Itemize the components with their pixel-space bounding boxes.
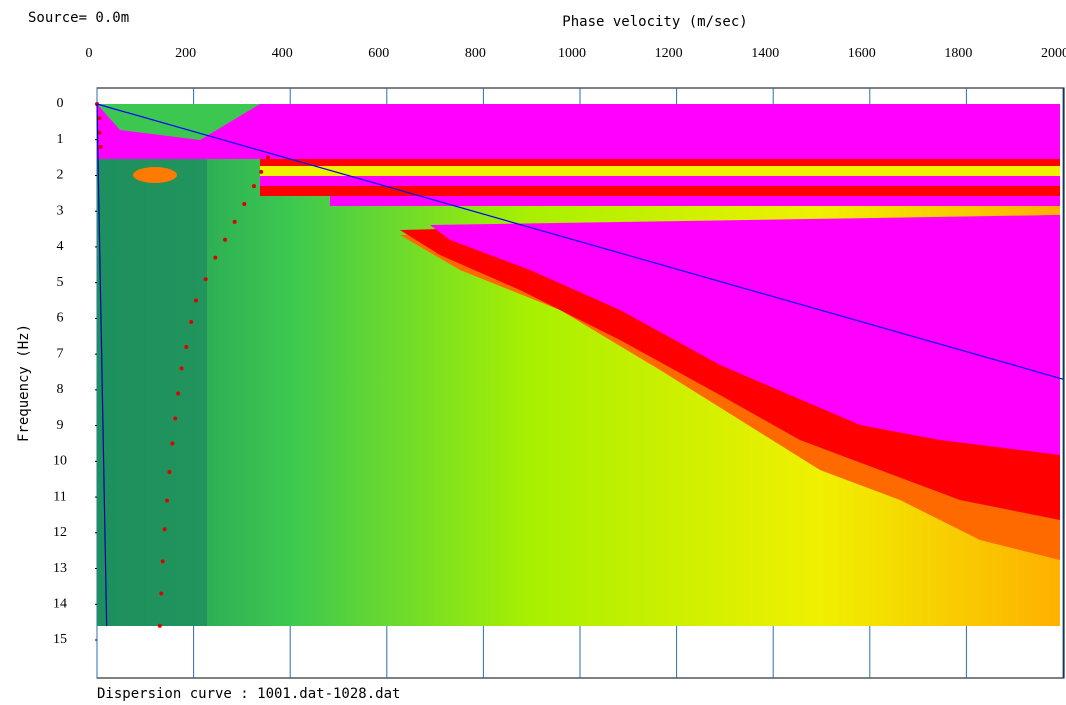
point: [259, 170, 263, 174]
y-tick-label: 15: [53, 632, 67, 647]
y-tick-label: 10: [53, 454, 67, 469]
point: [170, 441, 174, 445]
point: [204, 277, 208, 281]
point: [167, 470, 171, 474]
y-tick-label: 13: [53, 561, 67, 576]
point: [213, 256, 217, 260]
x-tick-label: 0: [86, 46, 93, 61]
y-tick-label: 2: [57, 168, 64, 183]
point: [233, 220, 237, 224]
point: [184, 345, 188, 349]
point: [194, 299, 198, 303]
point: [99, 145, 103, 149]
point: [158, 624, 162, 628]
x-tick-label: 1200: [655, 46, 683, 61]
x-tick-label: 1400: [751, 46, 779, 61]
point: [189, 320, 193, 324]
y-tick-label: 12: [53, 525, 67, 540]
y-tick-label: 8: [57, 382, 64, 397]
x-tick-label: 1800: [944, 46, 972, 61]
y-tick-label: 6: [57, 311, 64, 326]
point: [266, 156, 270, 160]
point: [252, 184, 256, 188]
dispersion-image: [97, 104, 1060, 626]
y-tick-label: 9: [57, 418, 64, 433]
x-tick-label: 1600: [848, 46, 876, 61]
x-axis-title: Phase velocity (m/sec): [562, 14, 747, 30]
point: [159, 592, 163, 596]
point: [165, 499, 169, 503]
y-tick-label: 1: [57, 132, 64, 147]
x-tick-label: 1000: [558, 46, 586, 61]
y-tick-label: 5: [57, 275, 64, 290]
chart-title: Source= 0.0m: [28, 10, 129, 26]
x-tick-label: 2000: [1041, 46, 1066, 61]
x-tick-label: 400: [272, 46, 293, 61]
point: [176, 391, 180, 395]
y-tick-label: 4: [57, 239, 64, 254]
y-tick-label: 0: [57, 96, 64, 111]
point: [223, 238, 227, 242]
x-tick-label: 600: [368, 46, 389, 61]
x-tick-label: 800: [465, 46, 486, 61]
point: [97, 116, 101, 120]
y-tick-label: 11: [53, 489, 66, 504]
chart: Source= 0.0m Phase velocity (m/sec) Freq…: [0, 0, 1066, 705]
point: [173, 416, 177, 420]
y-axis-title: Frequency (Hz): [16, 324, 32, 442]
y-tick-label: 14: [53, 596, 67, 611]
footer: Dispersion curve : 1001.dat-1028.dat: [97, 686, 400, 702]
y-tick-label: 3: [57, 203, 64, 218]
point: [180, 366, 184, 370]
point: [242, 202, 246, 206]
point: [161, 559, 165, 563]
point: [163, 527, 167, 531]
x-tick-label: 200: [175, 46, 196, 61]
y-tick-label: 7: [57, 346, 64, 361]
